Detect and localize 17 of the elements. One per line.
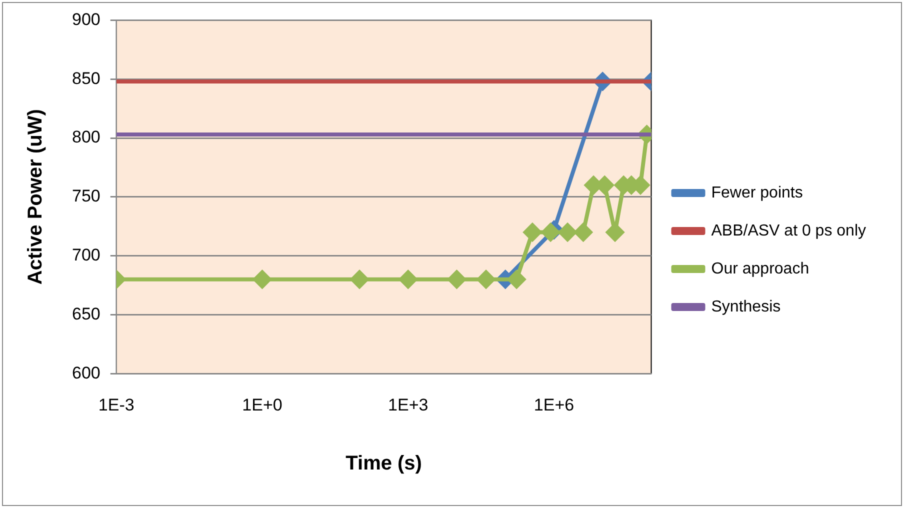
- x-axis-title: Time (s): [346, 452, 422, 475]
- y-tick-label: 650: [72, 304, 100, 324]
- legend-label: Our approach: [711, 260, 810, 278]
- y-axis-title: Active Power (uW): [24, 109, 47, 285]
- x-tick-label: 1E-3: [98, 395, 134, 414]
- y-tick-label: 850: [72, 68, 100, 88]
- x-tick-label: 1E+3: [388, 395, 428, 414]
- y-tick-label: 600: [72, 363, 100, 382]
- y-tick-label: 750: [72, 186, 100, 206]
- y-tick-label: 700: [72, 245, 100, 264]
- x-tick-label: 1E+0: [242, 395, 282, 414]
- x-tick-label: 1E+6: [534, 395, 574, 414]
- legend-label: ABB/ASV at 0 ps only: [711, 222, 866, 240]
- y-tick-label: 900: [72, 10, 100, 29]
- y-tick-label: 800: [72, 128, 100, 147]
- legend-label: Synthesis: [711, 298, 781, 316]
- legend-label: Fewer points: [711, 184, 803, 202]
